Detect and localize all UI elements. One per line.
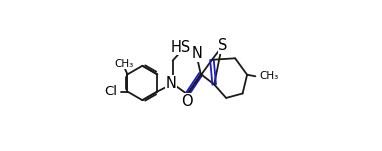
- Text: HS: HS: [170, 40, 191, 55]
- Text: CH₃: CH₃: [259, 71, 278, 81]
- Text: CH₃: CH₃: [114, 59, 133, 69]
- Text: N: N: [166, 76, 177, 91]
- Text: S: S: [219, 38, 228, 53]
- Text: Cl: Cl: [104, 85, 117, 98]
- Text: O: O: [181, 94, 193, 109]
- Text: N: N: [192, 46, 203, 61]
